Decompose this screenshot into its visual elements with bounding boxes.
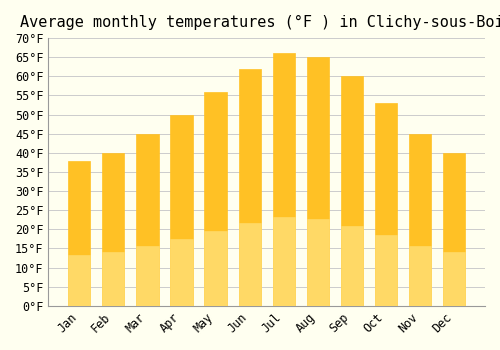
Title: Average monthly temperatures (°F ) in Clichy-sous-Bois: Average monthly temperatures (°F ) in Cl… xyxy=(20,15,500,30)
Bar xyxy=(375,103,397,306)
Bar xyxy=(102,252,124,306)
Bar xyxy=(306,219,329,306)
Bar xyxy=(375,235,397,306)
Bar xyxy=(68,161,90,306)
Bar xyxy=(409,246,431,306)
Bar xyxy=(204,92,227,306)
Bar xyxy=(409,134,431,306)
Bar xyxy=(102,153,124,306)
Bar xyxy=(136,246,158,306)
Bar xyxy=(341,76,363,306)
Bar xyxy=(443,252,465,306)
Bar xyxy=(238,223,260,306)
Bar xyxy=(136,134,158,306)
Bar xyxy=(238,69,260,306)
Bar xyxy=(443,153,465,306)
Bar xyxy=(272,54,295,306)
Bar xyxy=(306,57,329,306)
Bar xyxy=(341,225,363,306)
Bar xyxy=(170,239,192,306)
Bar xyxy=(204,231,227,306)
Bar xyxy=(68,255,90,306)
Bar xyxy=(272,217,295,306)
Bar xyxy=(170,114,192,306)
